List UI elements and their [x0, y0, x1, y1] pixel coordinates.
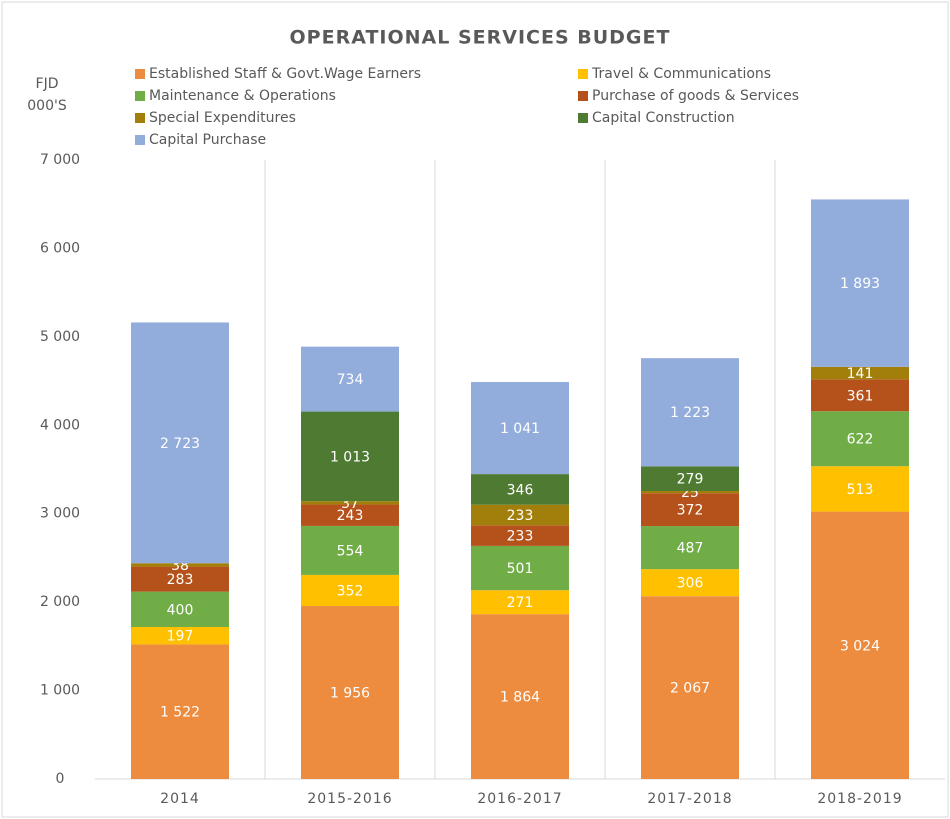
data-label: 2 723 [160, 436, 200, 452]
data-label: 279 [677, 472, 704, 488]
legend-label: Special Expenditures [149, 110, 296, 126]
data-label: 734 [337, 372, 364, 388]
y-tick-label: 0 [56, 771, 65, 787]
legend-swatch [578, 113, 588, 123]
bar-segment [131, 322, 229, 564]
data-label: 271 [507, 595, 534, 611]
bar-segment [301, 501, 399, 505]
data-label: 2 067 [670, 681, 710, 697]
x-tick-label: 2015-2016 [307, 791, 392, 807]
legend-label: Travel & Communications [591, 66, 771, 82]
data-label: 3 024 [840, 638, 880, 654]
bar-segment [471, 590, 569, 615]
bar-segment [301, 346, 399, 412]
y-tick-label: 2 000 [40, 594, 80, 610]
data-label: 283 [167, 572, 194, 588]
y-tick-label: 6 000 [40, 240, 80, 256]
data-label: 1 041 [500, 421, 540, 437]
legend-swatch [135, 113, 145, 123]
bar-segment [641, 569, 739, 597]
legend-label: Capital Construction [592, 110, 735, 126]
legend-label: Established Staff & Govt.Wage Earners [149, 66, 421, 82]
data-label: 1 956 [330, 686, 370, 702]
data-label: 1 893 [840, 276, 880, 292]
bar-segment [131, 626, 229, 645]
data-label: 1 522 [160, 705, 200, 721]
x-tick-label: 2018-2019 [817, 791, 902, 807]
bar-segment [301, 574, 399, 607]
data-label: 141 [847, 366, 874, 382]
bar-segment [641, 493, 739, 527]
y-tick-label: 5 000 [40, 329, 80, 345]
x-tick-label: 2016-2017 [477, 791, 562, 807]
data-label: 501 [507, 561, 534, 577]
legend-label: Purchase of goods & Services [592, 88, 799, 104]
data-label: 197 [167, 629, 194, 645]
data-label: 352 [337, 583, 364, 599]
bar-segment [641, 490, 739, 494]
bar-segment [471, 525, 569, 546]
bar-segment [301, 606, 399, 779]
legend-label: Maintenance & Operations [149, 88, 336, 104]
data-label: 346 [507, 482, 534, 498]
x-tick-label: 2014 [160, 791, 200, 807]
data-label: 306 [677, 576, 704, 592]
y-axis-label: 000'S [27, 98, 67, 114]
bar-segment [641, 526, 739, 570]
bar-segment [811, 379, 909, 412]
legend-swatch [135, 69, 145, 79]
bar-segment [641, 358, 739, 467]
legend-swatch [135, 91, 145, 101]
bar-segment [301, 411, 399, 502]
x-tick-label: 2017-2018 [647, 791, 732, 807]
data-label: 487 [677, 541, 704, 557]
data-label: 243 [337, 508, 364, 524]
legend-swatch [135, 135, 145, 145]
y-tick-label: 1 000 [40, 683, 80, 699]
bar-segment [471, 474, 569, 505]
data-label: 1 223 [670, 405, 710, 421]
bar-segment [811, 466, 909, 512]
y-tick-label: 7 000 [40, 152, 80, 168]
data-label: 554 [337, 543, 364, 559]
bar-segment [471, 504, 569, 526]
data-label: 1 864 [500, 690, 540, 706]
data-label: 622 [847, 432, 874, 448]
data-label: 1 013 [330, 449, 370, 465]
legend-swatch [578, 69, 588, 79]
bar-segment [301, 504, 399, 526]
bar-segment [131, 563, 229, 567]
data-label: 400 [167, 602, 194, 618]
bar-segment [811, 411, 909, 467]
legend-label: Capital Purchase [149, 132, 266, 148]
bar-segment [811, 511, 909, 779]
data-label: 233 [507, 529, 534, 545]
bar-segment [131, 566, 229, 592]
data-label: 372 [677, 503, 704, 519]
bar-segment [641, 596, 739, 779]
bar-segment [471, 382, 569, 475]
bar-segment [471, 545, 569, 591]
bar-segment [301, 525, 399, 575]
y-axis-label: FJD [36, 76, 59, 92]
legend-swatch [578, 91, 588, 101]
data-label: 233 [507, 508, 534, 524]
bar-segment [811, 199, 909, 367]
data-label: 361 [847, 388, 874, 404]
bar-segment [131, 644, 229, 779]
bar-segment [811, 366, 909, 380]
bar-segment [131, 591, 229, 627]
data-label: 513 [847, 482, 874, 498]
y-tick-label: 3 000 [40, 506, 80, 522]
bar-segment [641, 466, 739, 491]
bar-segment [471, 614, 569, 779]
chart-title: OPERATIONAL SERVICES BUDGET [290, 27, 671, 49]
y-tick-label: 4 000 [40, 417, 80, 433]
